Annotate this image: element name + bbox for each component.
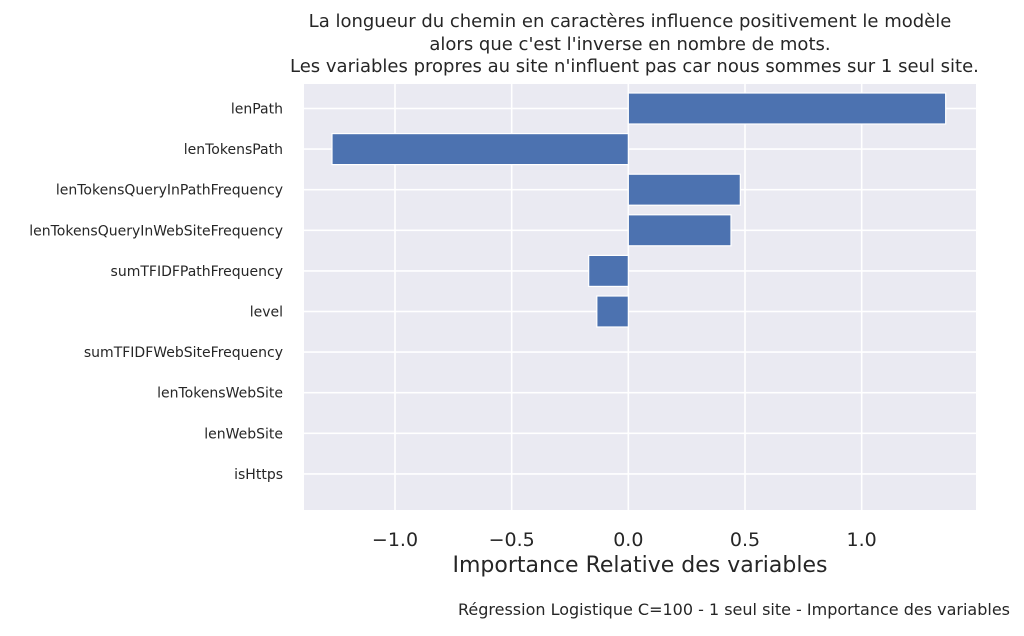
x-tick-label: −0.5 [489, 529, 535, 551]
y-tick-label: lenTokensQueryInWebSiteFrequency [29, 223, 283, 239]
bar-sumTFIDFPathFrequency [588, 254, 629, 287]
y-tick-label: lenWebSite [204, 426, 283, 442]
y-tick-label: lenTokensWebSite [157, 386, 283, 402]
y-tick-label: lenTokensQueryInPathFrequency [56, 183, 283, 199]
y-tick-label: sumTFIDFWebSiteFrequency [84, 345, 283, 361]
bar-lenTokensQueryInWebSiteFrequency [627, 214, 732, 247]
figure-caption: Régression Logistique C=100 - 1 seul sit… [457, 600, 1010, 619]
y-tick-label: level [250, 305, 283, 321]
bar-lenTokensPath [331, 133, 629, 166]
x-tick-label: 0.5 [730, 529, 760, 551]
bar-lenPath [627, 92, 947, 125]
y-tick-labels: lenPath lenTokensPath lenTokensQueryInPath… [29, 102, 283, 483]
y-tick-label: lenPath [231, 102, 283, 118]
chart-title-line-3: Les variables propres au site n'influent… [290, 56, 979, 77]
bars [331, 92, 947, 328]
bar-lenTokensQueryInPathFrequency [627, 173, 741, 206]
x-axis-label: Importance Relative des variables [452, 553, 828, 578]
y-tick-label: isHttps [234, 467, 283, 483]
x-tick-label: 1.0 [847, 529, 877, 551]
bar-level [596, 295, 629, 328]
x-tick-label: −1.0 [372, 529, 418, 551]
chart-title-line-1: La longueur du chemin en caractères infl… [308, 11, 952, 32]
x-tick-label: 0.0 [613, 529, 643, 551]
chart-title-line-2: alors que c'est l'inverse en nombre de m… [429, 34, 831, 55]
y-tick-label: sumTFIDFPathFrequency [111, 264, 283, 280]
y-tick-label: lenTokensPath [184, 142, 283, 158]
x-tick-labels: −1.0 −0.5 0.0 0.5 1.0 [372, 529, 877, 551]
